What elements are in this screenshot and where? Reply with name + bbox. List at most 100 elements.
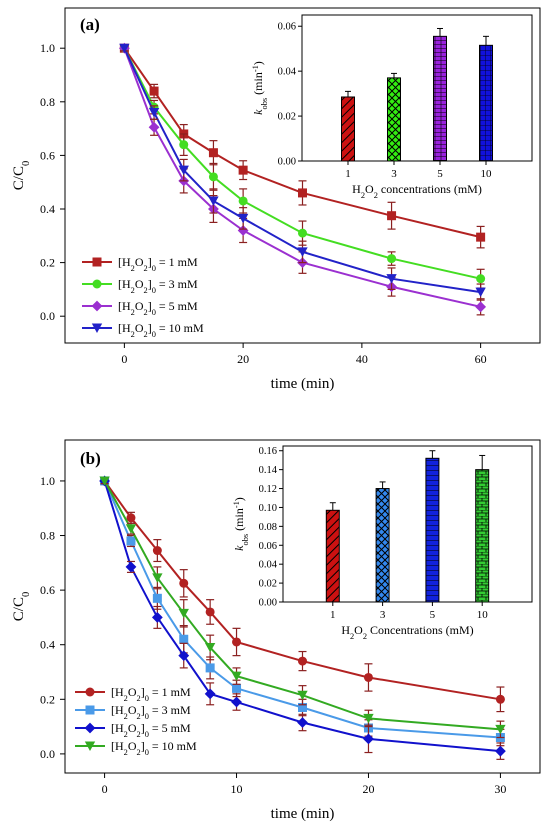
- x-tick-label: 10: [231, 782, 243, 796]
- inset-y-tick-label: 0.00: [278, 157, 296, 168]
- legend-label: [H2O2]0 = 3 mM: [111, 703, 191, 721]
- data-point: [363, 713, 374, 724]
- inset-y-tick-label: 0.04: [278, 67, 297, 78]
- panel-a: 0 20 40 60 0.0 0.2 0.4 0.6 0.8 1.0 time (min) C/C0 (…: [11, 7, 541, 392]
- legend-marker: [92, 257, 102, 267]
- x-tick-label: 30: [494, 782, 506, 796]
- data-point: [125, 524, 137, 534]
- legend-marker: [84, 741, 96, 751]
- series-line: [123, 47, 481, 239]
- x-axis-label: time (min): [271, 806, 335, 822]
- inset-x-tick-label: 1: [345, 168, 351, 180]
- legend-marker: [85, 705, 95, 715]
- data-point: [208, 172, 218, 182]
- inset-x-tick-label: 3: [391, 168, 397, 180]
- panel-label: (b): [80, 449, 101, 468]
- x-tick-label: 20: [237, 352, 249, 366]
- inset-bar: [475, 469, 490, 603]
- data-point: [148, 108, 160, 118]
- data-point: [386, 274, 397, 284]
- data-point: [204, 688, 216, 700]
- data-point: [387, 211, 397, 221]
- y-tick-label: 0.8: [40, 95, 55, 109]
- legend-marker: [91, 300, 103, 312]
- series-line: [123, 47, 481, 280]
- inset-y-tick-label: 0.04: [259, 560, 278, 571]
- inset-y-tick-label: 0.08: [259, 522, 277, 533]
- data-point: [151, 612, 163, 623]
- data-point: [149, 86, 159, 96]
- inset-bar: [341, 96, 355, 162]
- data-point: [387, 254, 397, 264]
- data-point: [363, 733, 374, 745]
- inset-x-tick-label: 10: [481, 168, 493, 180]
- data-point: [178, 165, 189, 176]
- legend-label: [H2O2]0 = 5 mM: [111, 721, 191, 739]
- inset-bar: [387, 77, 401, 162]
- data-point: [231, 696, 242, 708]
- data-point: [363, 672, 373, 682]
- data-point: [152, 593, 162, 603]
- x-tick-label: 20: [362, 782, 374, 796]
- legend-label: [H2O2]0 = 10 mM: [118, 321, 204, 339]
- data-point: [232, 683, 242, 693]
- series-3mM: [119, 43, 486, 289]
- inset-frame: [301, 14, 533, 162]
- data-point: [205, 663, 215, 673]
- inset-y-tick-label: 0.06: [278, 22, 296, 33]
- series-10mM: [119, 43, 486, 301]
- data-point: [152, 546, 162, 556]
- data-point: [476, 232, 486, 242]
- data-point: [208, 196, 219, 206]
- inset-bar-chart: 0.00 0.02 0.04 0.06 1 3 5 10 H2O2 concentrations…: [251, 14, 533, 200]
- data-point: [298, 228, 307, 238]
- panels: 0 20 40 60 0.0 0.2 0.4 0.6 0.8 1.0 time (min) C/C0 (…: [11, 7, 541, 822]
- inset-y-tick-label: 0.00: [259, 598, 277, 609]
- x-tick-label: 40: [356, 352, 368, 366]
- data-point: [475, 301, 487, 313]
- data-point: [297, 690, 308, 701]
- x-axis-label: time (min): [271, 376, 335, 392]
- y-axis-label: C/C0: [11, 161, 32, 190]
- data-point: [237, 225, 249, 236]
- y-tick-label: 0.4: [40, 202, 55, 216]
- plot-frame: [64, 7, 541, 344]
- y-tick-label: 0.0: [40, 747, 55, 761]
- y-tick-label: 0.2: [40, 256, 55, 270]
- data-point: [179, 578, 189, 588]
- data-point: [297, 717, 308, 728]
- legend-label: [H2O2]0 = 1 mM: [118, 255, 198, 273]
- data-point: [126, 513, 136, 523]
- data-point: [237, 213, 249, 224]
- data-point: [179, 140, 189, 150]
- panel-b: 0 10 20 30 0.0 0.2 0.4 0.6 0.8 1.0 time (min) C/C0 (…: [11, 439, 541, 822]
- legend-label: [H2O2]0 = 10 mM: [111, 739, 197, 757]
- legend: [H2O2]0 = 1 mM[H2O2]0 = 3 mM[H2O2]0 = 5 …: [75, 685, 197, 757]
- legend-label: [H2O2]0 = 5 mM: [118, 299, 198, 317]
- inset-y-tick-label: 0.02: [259, 579, 277, 590]
- legend: [H2O2]0 = 1 mM [H2O2]0 = 3 mM [H2O2]0 = 5 …: [82, 255, 204, 339]
- series-line: [123, 47, 481, 308]
- inset-y-tick-label: 0.14: [259, 465, 278, 476]
- inset-x-tick-label: 5: [437, 168, 443, 180]
- legend-marker: [92, 279, 102, 289]
- y-tick-label: 0.0: [40, 309, 55, 323]
- data-point: [179, 634, 189, 644]
- data-point: [238, 165, 248, 175]
- data-point: [298, 656, 307, 666]
- y-axis-label: C/C0: [11, 592, 32, 621]
- series-10mM: [99, 476, 506, 739]
- data-point: [205, 607, 215, 617]
- data-point: [148, 121, 160, 133]
- data-point: [231, 671, 242, 682]
- legend-marker: [84, 722, 96, 734]
- series-line: [123, 47, 481, 294]
- data-point: [99, 476, 110, 486]
- data-point: [238, 196, 248, 206]
- legend-label: [H2O2]0 = 3 mM: [118, 277, 198, 295]
- inset-x-tick-label: 10: [477, 609, 489, 621]
- inset-y-tick-label: 0.16: [259, 446, 277, 457]
- inset-bar: [325, 509, 340, 603]
- data-point: [475, 287, 486, 298]
